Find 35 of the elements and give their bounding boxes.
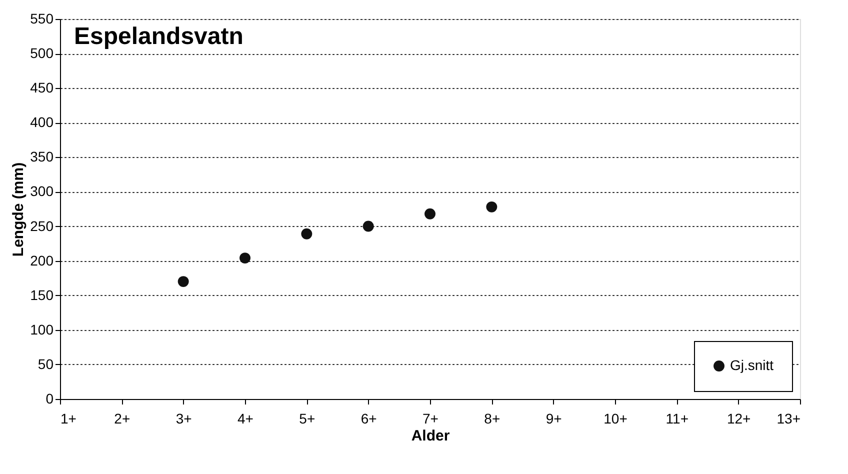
x-tick-label: 4+	[238, 410, 254, 426]
x-tick-label: 7+	[422, 410, 438, 426]
x-tick-label: 13+	[776, 410, 800, 426]
point	[362, 220, 374, 232]
y-tick-label: 250	[30, 218, 54, 234]
chart-title: Espelandsvatn	[74, 23, 244, 50]
y-tick-label: 350	[30, 148, 54, 165]
y-tick-label: 150	[30, 286, 54, 303]
x-tick-label: 5+	[299, 410, 316, 426]
x-tick-label: 3+	[176, 410, 192, 426]
x-tick-label: 1+	[60, 410, 76, 426]
point	[486, 201, 498, 212]
legend-label: Gj.snitt	[730, 357, 774, 373]
point	[178, 276, 189, 288]
x-tick-label: 12+	[726, 410, 751, 426]
y-tick-label: 100	[30, 321, 54, 338]
x-tick-label: 8+	[484, 410, 500, 426]
y-tick-label: 500	[30, 45, 54, 62]
point	[301, 228, 312, 240]
point	[424, 208, 436, 220]
y-tick-label: 400	[30, 114, 54, 130]
x-axis-title: Alder	[411, 428, 450, 444]
x-tick-label: 6+	[360, 410, 377, 426]
y-tick-label: 450	[30, 80, 54, 96]
point	[240, 252, 250, 264]
y-tick-label: 0	[46, 390, 54, 406]
x-tick-label: 2+	[114, 410, 130, 426]
y-tick-label: 50	[38, 356, 54, 372]
x-tick-label: 11+	[666, 410, 689, 426]
x-tick-label: 9+	[546, 410, 562, 426]
y-axis-title: Lengde (mm)	[10, 162, 28, 257]
y-tick-label: 550	[30, 10, 54, 26]
y-tick-label: 300	[30, 183, 54, 200]
x-tick-label: 10+	[604, 410, 628, 426]
y-tick-label: 200	[30, 252, 54, 268]
